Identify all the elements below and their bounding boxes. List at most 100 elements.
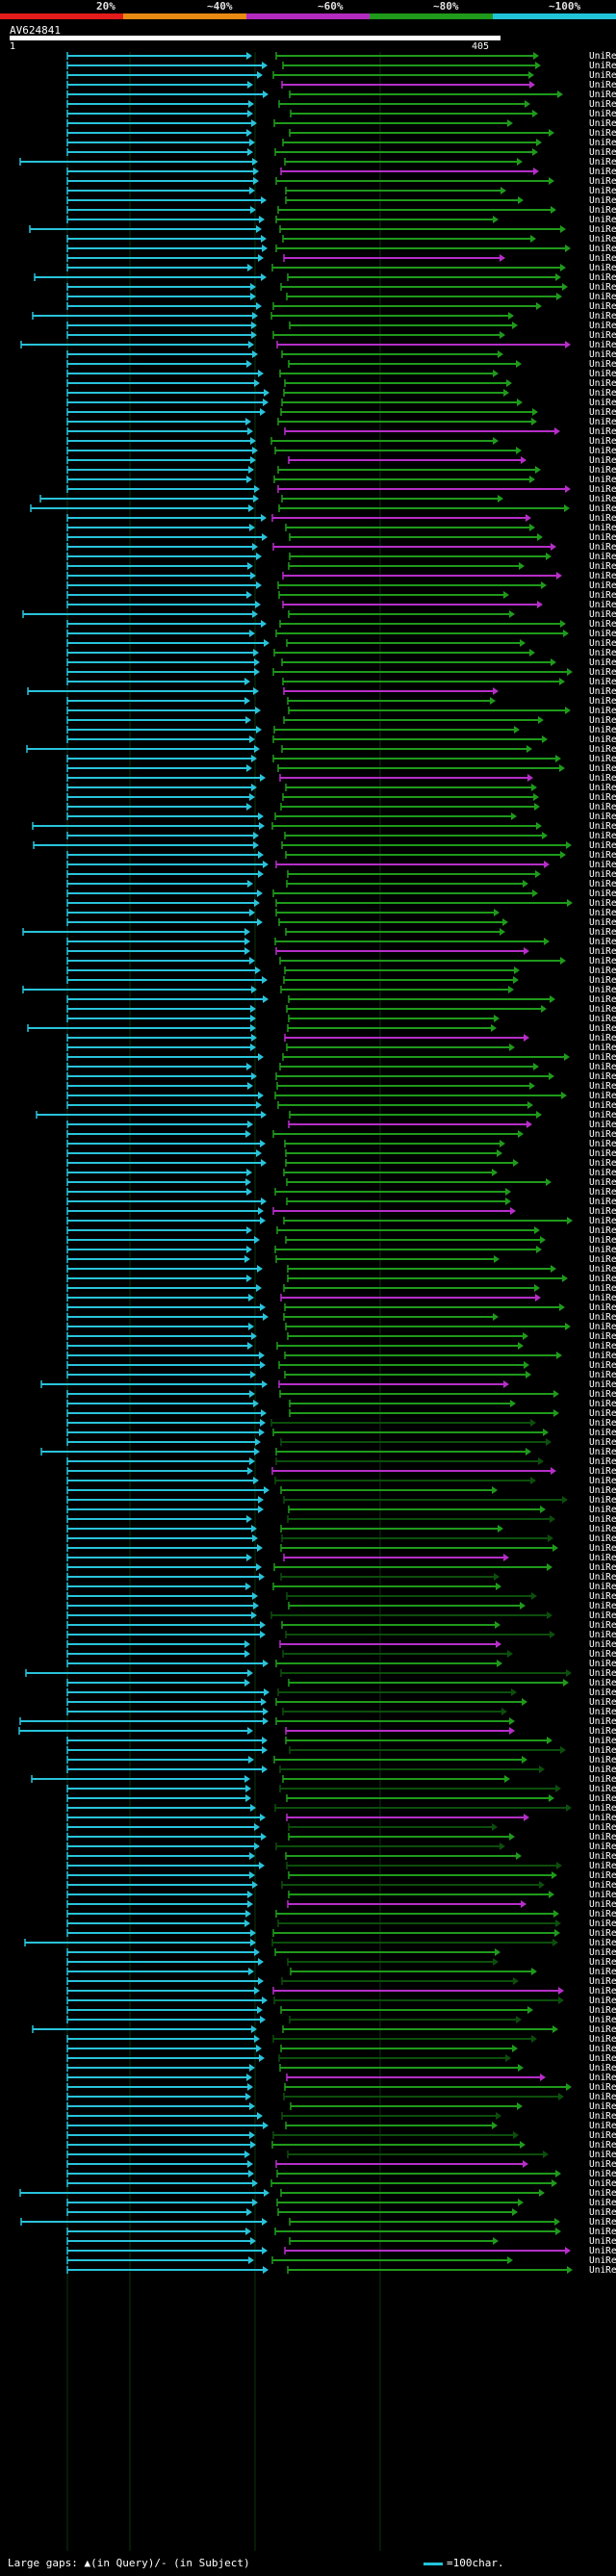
hit-label[interactable]: UniRef100_B8B2D7 bbox=[589, 494, 616, 504]
hit-label[interactable]: UniRef100_C5E3R1 bbox=[589, 1736, 616, 1746]
hit-label[interactable]: UniRef100_A0P1D4 bbox=[589, 532, 616, 543]
hit-label[interactable]: UniRef100_P9WD09 bbox=[589, 1716, 616, 1727]
hit-label[interactable]: UniRef100_B3DG73 bbox=[589, 898, 616, 909]
hit-label[interactable]: UniRef100_C5TSU9 bbox=[589, 80, 616, 90]
hit-label[interactable]: UniRef100_A8HSU7 bbox=[589, 51, 616, 62]
hit-label[interactable]: UniRef100_C4M3K7 bbox=[589, 1909, 616, 1919]
hit-label[interactable]: UniRef100_C5P0S7 bbox=[589, 272, 616, 283]
hit-label[interactable]: UniRef100_A9UDP6 bbox=[589, 552, 616, 562]
hit-label[interactable]: UniRef100_A8DUK5 bbox=[589, 1283, 616, 1294]
hit-label[interactable]: UniRef100_Q61P54 bbox=[589, 2015, 616, 2025]
hit-label[interactable]: UniRef100_C7QG03 bbox=[589, 1322, 616, 1332]
hit-label[interactable]: UniRef100_Q1D8M7 bbox=[589, 725, 616, 735]
hit-label[interactable]: UniRef100_Q8TWM4 bbox=[589, 1514, 616, 1525]
hit-label[interactable]: UniRef100_Q6I144 bbox=[589, 1505, 616, 1515]
hit-label[interactable]: UniRef100_A9BKF1 bbox=[589, 2092, 616, 2102]
hit-label[interactable]: UniRef100_C0M7Q4 bbox=[589, 956, 616, 966]
hit-label[interactable]: UniRef100_B9ELK0 bbox=[589, 1245, 616, 1255]
hit-label[interactable]: UniRef100_B6K4G9 bbox=[589, 1120, 616, 1130]
hit-label[interactable]: UniRef100_B5A7F4 bbox=[589, 734, 616, 745]
hit-label[interactable]: UniRef100_C4LZP6 bbox=[589, 1919, 616, 1929]
hit-label[interactable]: UniRef100_C5AD51 bbox=[589, 1533, 616, 1544]
hit-label[interactable]: UniRef100_A4G5S0 bbox=[589, 1197, 616, 1207]
hit-label[interactable]: UniRef100_A7WGS8 bbox=[589, 1312, 616, 1323]
hit-label[interactable]: UniRef100_Q40817 bbox=[589, 1726, 616, 1737]
hit-label[interactable]: UniRef100_A2Q072 bbox=[589, 975, 616, 986]
hit-label[interactable]: UniRef100_Q29KH0 bbox=[589, 523, 616, 533]
hit-label[interactable]: UniRef100_A7E4S6 bbox=[589, 590, 616, 601]
hit-label[interactable]: UniRef100_Q9NZ37 bbox=[589, 638, 616, 649]
hit-label[interactable]: UniRef100_Q0IQF7 bbox=[589, 118, 616, 129]
hit-label[interactable]: UniRef100_B4DP32 bbox=[589, 2005, 616, 2016]
hit-label[interactable]: UniRef100_C5Y3D0 bbox=[589, 436, 616, 447]
hit-label[interactable]: UniRef100_P40213 bbox=[589, 1331, 616, 1342]
hit-label[interactable]: UniRef100_C9ZW62 bbox=[589, 1620, 616, 1631]
hit-label[interactable]: UniRef100_Q0CG82 bbox=[589, 349, 616, 360]
hit-label[interactable]: UniRef100_A9NKS2 bbox=[589, 99, 616, 110]
hit-label[interactable]: UniRef100_UPI000... bbox=[589, 1649, 616, 1660]
hit-label[interactable]: UniRef100_A9NTG7 bbox=[589, 90, 616, 100]
hit-label[interactable]: UniRef100_B6SND7 bbox=[589, 484, 616, 495]
hit-label[interactable]: UniRef100_C0S2N7 bbox=[589, 715, 616, 726]
hit-label[interactable]: UniRef100_UPI000... bbox=[589, 966, 616, 976]
hit-label[interactable]: UniRef100_A4REK0 bbox=[589, 763, 616, 774]
hit-label[interactable]: UniRef100_B9EMH7 bbox=[589, 1100, 616, 1111]
hit-label[interactable]: UniRef100_C5DRY9 bbox=[589, 2140, 616, 2151]
hit-label[interactable]: UniRef100_A1DSW0 bbox=[589, 311, 616, 322]
hit-label[interactable]: UniRef100_UPI000... bbox=[589, 1139, 616, 1149]
hit-label[interactable]: UniRef100_B3MED5 bbox=[589, 802, 616, 812]
hit-label[interactable]: UniRef100_Q7PJE3 bbox=[589, 1235, 616, 1246]
hit-label[interactable]: UniRef100_A4E6L5 bbox=[589, 1890, 616, 1900]
hit-label[interactable]: UniRef100_B6DD51 bbox=[589, 1014, 616, 1024]
hit-label[interactable]: UniRef100_B7FDH7 bbox=[589, 1947, 616, 1958]
hit-label[interactable]: UniRef100_A0CS01 bbox=[589, 2265, 616, 2276]
hit-label[interactable]: UniRef100_Q6YCG9 bbox=[589, 1408, 616, 1419]
hit-label[interactable]: UniRef100_Q4VRG8 bbox=[589, 1601, 616, 1611]
hit-label[interactable]: UniRef100_C1B627 bbox=[589, 946, 616, 957]
hit-label[interactable]: UniRef100_Q8IAV5 bbox=[589, 1668, 616, 1679]
hit-label[interactable]: UniRef100_A7WQG3 bbox=[589, 1880, 616, 1891]
hit-label[interactable]: UniRef100_C4S5M8 bbox=[589, 2227, 616, 2237]
hit-label[interactable]: UniRef100_A6NP47 bbox=[589, 1899, 616, 1910]
hit-label[interactable]: UniRef100_A7TL99 bbox=[589, 1591, 616, 1602]
hit-label[interactable]: UniRef100_A2D1E4 bbox=[589, 1206, 616, 1217]
hit-label[interactable]: UniRef100_A4I2U8 bbox=[589, 2130, 616, 2141]
hit-label[interactable]: UniRef100_B9MLL1 bbox=[589, 263, 616, 273]
hit-label[interactable]: UniRef100_UPI000... bbox=[589, 1091, 616, 1101]
hit-label[interactable]: UniRef100_B5RYF4 bbox=[589, 195, 616, 206]
hit-label[interactable]: UniRef100_UPI000... bbox=[589, 1697, 616, 1708]
hit-label[interactable]: UniRef100_C8F025 bbox=[589, 811, 616, 822]
hit-label[interactable]: UniRef100_A5AEG2 bbox=[589, 215, 616, 225]
hit-label[interactable]: UniRef100_A9RMX2 bbox=[589, 186, 616, 196]
hit-label[interactable]: UniRef100_P16149 bbox=[589, 1774, 616, 1785]
hit-label[interactable]: UniRef100_A5TZU3 bbox=[589, 1033, 616, 1043]
hit-label[interactable]: UniRef100_B8PSW8 bbox=[589, 1842, 616, 1852]
hit-label[interactable]: UniRef100_A4RXY1 bbox=[589, 542, 616, 553]
hit-label[interactable]: UniRef100_C0NVE6 bbox=[589, 706, 616, 716]
hit-label[interactable]: UniRef100_Q6UJ50 bbox=[589, 503, 616, 514]
hit-label[interactable]: UniRef100_Q4XSB6 bbox=[589, 1832, 616, 1842]
hit-label[interactable]: UniRef100_A4Y1H0 bbox=[589, 2121, 616, 2131]
hit-label[interactable]: UniRef100_B7FLC1 bbox=[589, 340, 616, 350]
hit-label[interactable]: UniRef100_A8E6B7 bbox=[589, 1062, 616, 1072]
hit-label[interactable]: UniRef100_UPI000... bbox=[589, 657, 616, 668]
hit-label[interactable]: UniRef100_UPI000... bbox=[589, 1004, 616, 1015]
hit-label[interactable]: UniRef100_A1TAM5 bbox=[589, 1177, 616, 1188]
hit-label[interactable]: UniRef100_Q01SP2 bbox=[589, 1351, 616, 1361]
hit-label[interactable]: UniRef100_A4U6C8 bbox=[589, 1052, 616, 1063]
hit-label[interactable]: UniRef100_B5EH32 bbox=[589, 1938, 616, 1948]
hit-label[interactable]: UniRef100_B2C034 bbox=[589, 330, 616, 341]
hit-label[interactable]: UniRef100_UPI000... bbox=[589, 2101, 616, 2112]
hit-label[interactable]: UniRef100_Q5Z249 bbox=[589, 889, 616, 899]
hit-label[interactable]: UniRef100_Q8TVV9 bbox=[589, 1524, 616, 1534]
hit-label[interactable]: UniRef100_Q4ZG03 bbox=[589, 1630, 616, 1640]
hit-label[interactable]: UniRef100_C5KS81 bbox=[589, 1562, 616, 1573]
hit-label[interactable]: UniRef100_Q8F6F6 bbox=[589, 1302, 616, 1313]
hit-label[interactable]: UniRef100_B8M8L4 bbox=[589, 994, 616, 1005]
hit-label[interactable]: UniRef100_A7TRJ0 bbox=[589, 1582, 616, 1592]
hit-label[interactable]: UniRef100_Q4PHH7 bbox=[589, 2073, 616, 2083]
hit-label[interactable]: UniRef100_B5KV60 bbox=[589, 388, 616, 399]
hit-label[interactable]: UniRef100_A9TQ05 bbox=[589, 109, 616, 119]
hit-label[interactable]: UniRef100_C5Y3N7 bbox=[589, 398, 616, 408]
hit-label[interactable]: UniRef100_C9SPB2 bbox=[589, 1071, 616, 1082]
